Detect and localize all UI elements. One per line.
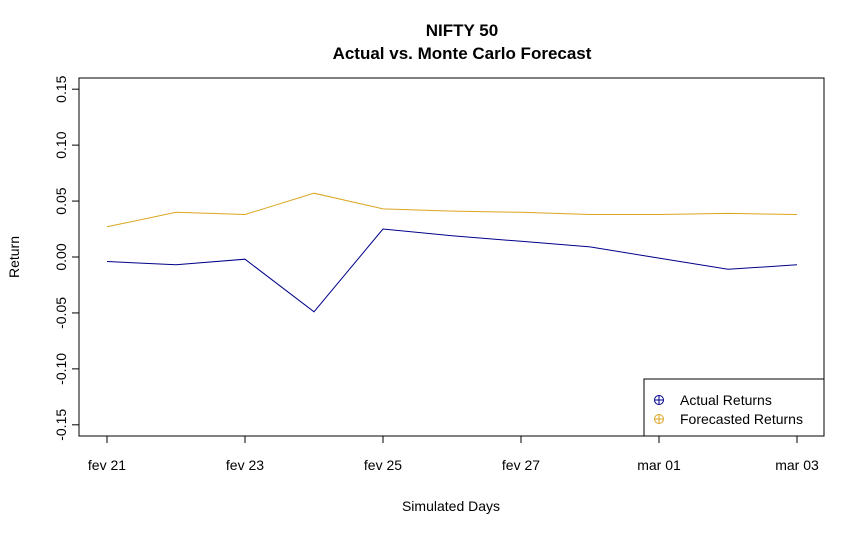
- legend-label: Forecasted Returns: [680, 411, 803, 427]
- x-tick-label: fev 27: [502, 457, 540, 473]
- chart-title: NIFTY 50: [426, 21, 498, 40]
- legend-entry-0: Actual Returns: [654, 392, 772, 408]
- x-tick-label: mar 03: [775, 457, 819, 473]
- legend-label: Actual Returns: [680, 392, 772, 408]
- y-tick-label: -0.05: [53, 297, 69, 329]
- legend: Actual Returns Forecasted Returns: [643, 378, 825, 437]
- y-axis: -0.15 -0.10 -0.05 0.00 0.05 0.10 0.15: [53, 75, 79, 441]
- y-tick-label: 0.15: [53, 75, 69, 102]
- x-axis-label: Simulated Days: [402, 498, 500, 514]
- x-tick-label: fev 23: [226, 457, 264, 473]
- y-tick-label: 0.05: [53, 187, 69, 214]
- x-axis: fev 21 fev 23 fev 25 fev 27 mar 01 mar 03: [88, 436, 819, 473]
- series-line-0: [106, 228, 798, 313]
- chart-subtitle: Actual vs. Monte Carlo Forecast: [333, 44, 592, 63]
- x-tick-label: mar 01: [637, 457, 681, 473]
- y-tick-label: -0.15: [53, 409, 69, 441]
- y-axis-label: Return: [6, 236, 22, 278]
- legend-box: [643, 378, 825, 437]
- y-tick-label: 0.10: [53, 131, 69, 158]
- series-line-1: [106, 192, 798, 228]
- legend-entry-1: Forecasted Returns: [654, 411, 803, 427]
- series-lines: [106, 192, 798, 313]
- y-tick-label: 0.00: [53, 243, 69, 270]
- x-tick-label: fev 25: [364, 457, 402, 473]
- y-tick-label: -0.10: [53, 353, 69, 385]
- x-tick-label: fev 21: [88, 457, 126, 473]
